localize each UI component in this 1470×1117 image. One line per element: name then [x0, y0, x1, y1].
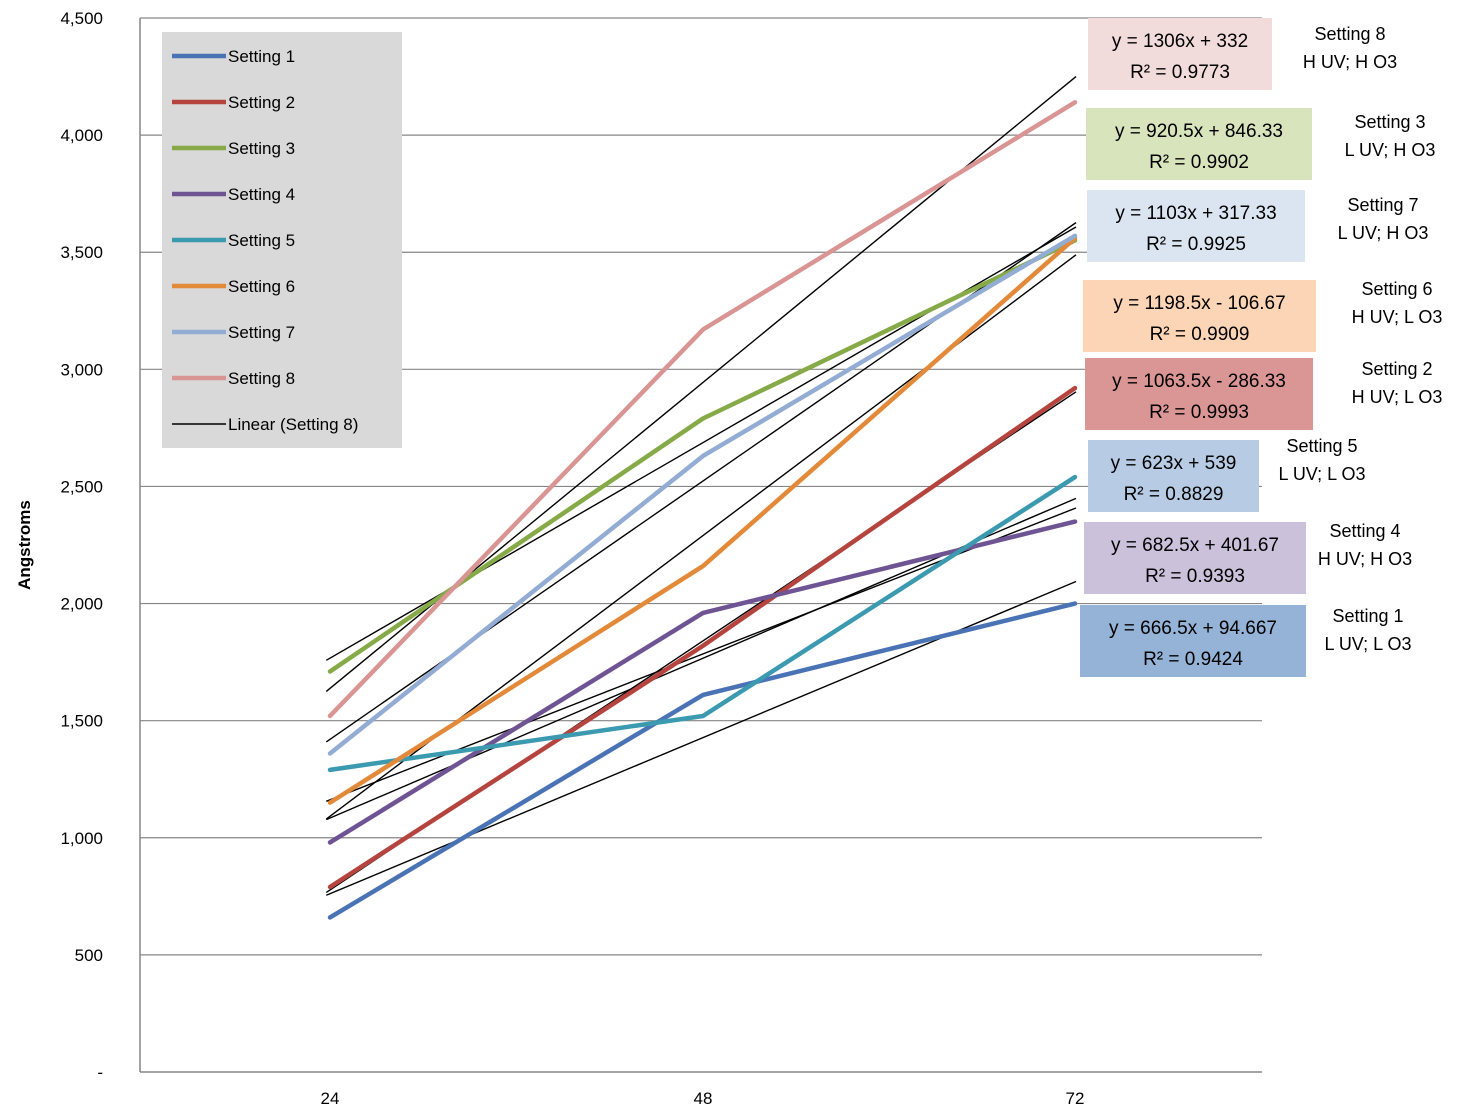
legend-item: Setting 6: [172, 277, 295, 296]
setting-note-conditions: H UV; H O3: [1318, 549, 1412, 569]
setting-note-title: Setting 1: [1332, 606, 1403, 626]
legend-item: Setting 7: [172, 323, 295, 342]
series-line: [327, 385, 1078, 890]
y-tick-label: 3,500: [60, 243, 103, 262]
legend-item: Setting 8: [172, 369, 295, 388]
equation-box: [1087, 190, 1305, 262]
trendline-annotation: y = 1306x + 332 R² = 0.9773 Setting 8 H UV;…: [1088, 18, 1397, 90]
r-squared-label: R² = 0.9424: [1143, 649, 1243, 670]
y-tick-label: 1,500: [60, 712, 103, 731]
series-line: [327, 474, 1078, 773]
series-line: [327, 601, 1078, 920]
equation-annotations: y = 1306x + 332 R² = 0.9773 Setting 8 H UV;…: [1080, 18, 1442, 677]
y-tick-label: 2,000: [60, 595, 103, 614]
r-squared-label: R² = 0.9773: [1130, 62, 1230, 83]
series-line: [327, 233, 1078, 756]
setting-note-conditions: H UV; L O3: [1352, 307, 1443, 327]
setting-note-title: Setting 4: [1329, 521, 1400, 541]
y-tick-label: 500: [75, 946, 103, 965]
setting-note-title: Setting 2: [1361, 359, 1432, 379]
y-tick-label: 4,500: [60, 9, 103, 28]
series-lines: [327, 100, 1078, 920]
equation-box: [1088, 18, 1272, 90]
legend-label: Setting 6: [228, 277, 295, 296]
axes: [139, 18, 1262, 1073]
r-squared-label: R² = 0.9993: [1149, 402, 1249, 423]
setting-note-title: Setting 6: [1361, 279, 1432, 299]
legend-item: Setting 3: [172, 139, 295, 158]
legend-label: Setting 3: [228, 139, 295, 158]
legend-label: Setting 5: [228, 231, 295, 250]
setting-note-title: Setting 8: [1314, 24, 1385, 44]
setting-note-conditions: L UV; L O3: [1324, 634, 1411, 654]
y-tick-label: 3,000: [60, 360, 103, 379]
equation-label: y = 666.5x + 94.667: [1109, 618, 1277, 639]
series-line: [327, 519, 1078, 845]
trendline-annotation: y = 1198.5x - 106.67 R² = 0.9909 Setting 6…: [1083, 279, 1442, 352]
equation-box: [1085, 358, 1313, 430]
equation-label: y = 1063.5x - 286.33: [1112, 371, 1286, 392]
trendline-annotation: y = 682.5x + 401.67 R² = 0.9393 Setting 4 H…: [1084, 521, 1412, 594]
setting-note-conditions: L UV; L O3: [1278, 464, 1365, 484]
y-tick-label: 4,000: [60, 126, 103, 145]
x-tick-labels: 24 48 72: [321, 1089, 1085, 1108]
r-squared-label: R² = 0.9925: [1146, 234, 1246, 255]
legend-item: Linear (Setting 8): [172, 415, 358, 434]
x-tick-label: 72: [1066, 1089, 1085, 1108]
series-line: [327, 100, 1078, 719]
y-tick-labels: - 500 1,000 1,500 2,000 2,500 3,000 3,500 4,000 4…: [60, 9, 103, 1082]
y-tick-label: 1,000: [60, 829, 103, 848]
legend-item: Setting 5: [172, 231, 295, 250]
equation-label: y = 623x + 539: [1111, 453, 1237, 474]
trendline-annotation: y = 1063.5x - 286.33 R² = 0.9993 Setting 2…: [1085, 358, 1442, 430]
r-squared-label: R² = 0.9909: [1150, 324, 1250, 345]
setting-note-conditions: L UV; H O3: [1338, 223, 1429, 243]
equation-label: y = 1103x + 317.33: [1115, 203, 1276, 224]
y-tick-label: -: [97, 1063, 103, 1082]
legend-item: Setting 2: [172, 93, 295, 112]
setting-note-title: Setting 5: [1286, 436, 1357, 456]
x-tick-label: 24: [321, 1089, 340, 1108]
setting-note-conditions: L UV; H O3: [1345, 140, 1436, 160]
legend-label: Setting 8: [228, 369, 295, 388]
trendline-annotation: y = 666.5x + 94.667 R² = 0.9424 Setting 1 L…: [1080, 605, 1412, 677]
equation-box: [1084, 522, 1306, 594]
equation-label: y = 1306x + 332: [1112, 31, 1248, 52]
equation-box: [1080, 605, 1306, 677]
legend-label: Setting 2: [228, 93, 295, 112]
setting-note-title: Setting 3: [1354, 112, 1425, 132]
setting-note-conditions: H UV; H O3: [1303, 52, 1397, 72]
r-squared-label: R² = 0.9393: [1145, 566, 1245, 587]
legend-item: Setting 1: [172, 47, 295, 66]
y-axis-title: Angstroms: [15, 500, 34, 590]
trendline: [325, 580, 1077, 896]
trendline-annotation: y = 1103x + 317.33 R² = 0.9925 Setting 7 L …: [1087, 190, 1428, 262]
r-squared-label: R² = 0.9902: [1149, 152, 1249, 173]
setting-note-conditions: H UV; L O3: [1352, 387, 1443, 407]
trendline-annotation: y = 623x + 539 R² = 0.8829 Setting 5 L UV; …: [1088, 436, 1366, 512]
setting-note-title: Setting 7: [1347, 195, 1418, 215]
legend-label: Setting 1: [228, 47, 295, 66]
equation-label: y = 682.5x + 401.67: [1111, 535, 1279, 556]
legend-label: Linear (Setting 8): [228, 415, 358, 434]
equation-label: y = 1198.5x - 106.67: [1113, 293, 1285, 314]
y-tick-label: 2,500: [60, 477, 103, 496]
equation-label: y = 920.5x + 846.33: [1115, 121, 1283, 142]
legend-label: Setting 7: [228, 323, 295, 342]
equation-box: [1083, 280, 1316, 352]
equation-box: [1086, 108, 1312, 180]
legend-label: Setting 4: [228, 185, 295, 204]
trendline-annotation: y = 920.5x + 846.33 R² = 0.9902 Setting 3 L…: [1086, 108, 1435, 180]
x-tick-label: 48: [694, 1089, 713, 1108]
trendline: [326, 507, 1077, 802]
series-line: [327, 235, 1078, 805]
legend-item: Setting 4: [172, 185, 295, 204]
r-squared-label: R² = 0.8829: [1124, 484, 1224, 505]
equation-box: [1088, 440, 1259, 512]
legend: Setting 1 Setting 2 Setting 3 Setting 4 Sett…: [162, 32, 402, 448]
